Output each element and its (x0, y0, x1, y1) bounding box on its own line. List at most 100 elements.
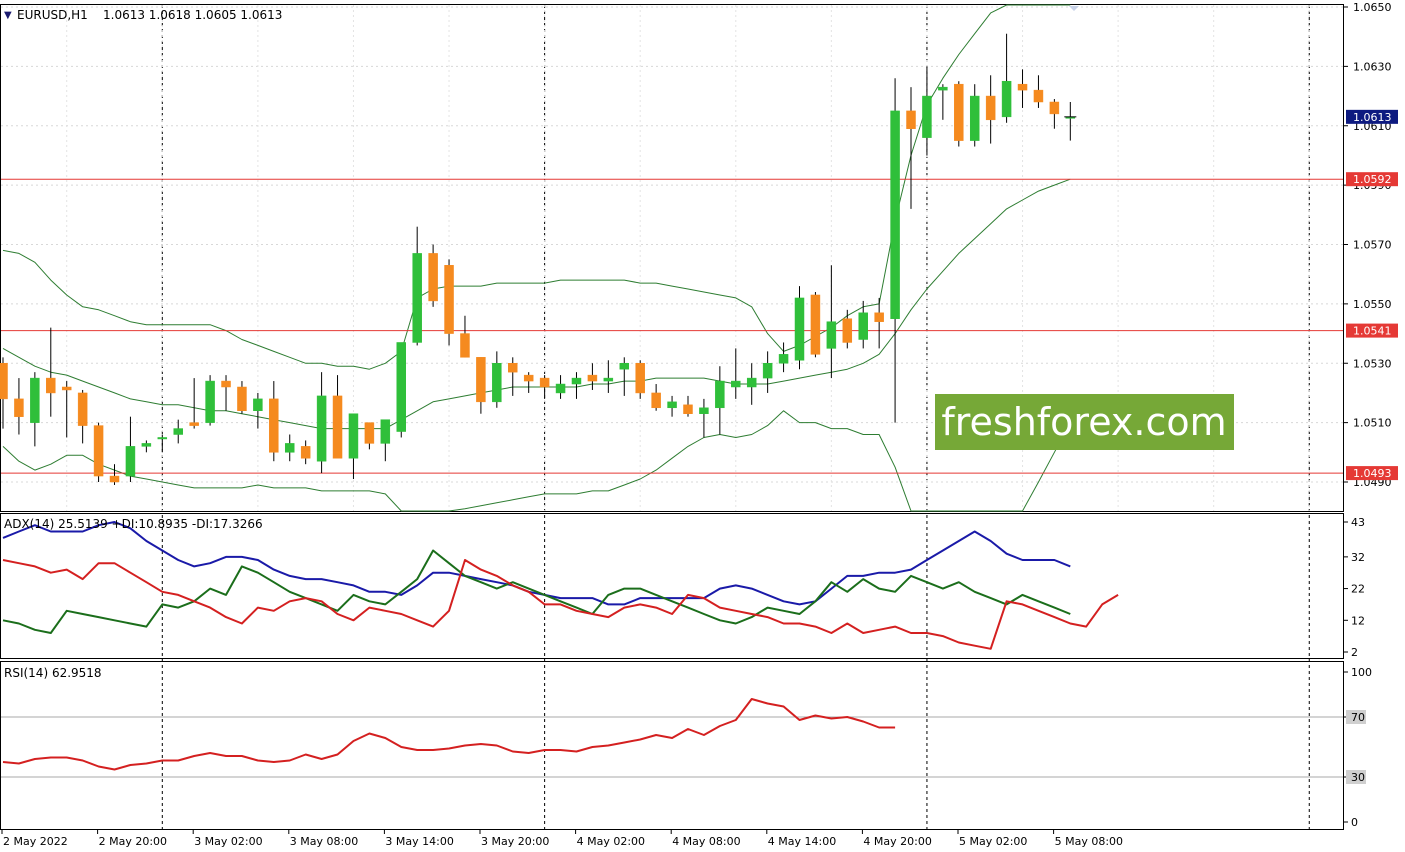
dropdown-arrow-icon[interactable]: ▼ (4, 10, 12, 21)
bear-candle-body (810, 294, 821, 355)
candle-35 (555, 375, 566, 399)
candle-51 (810, 292, 821, 358)
watermark-text: freshforex.com (941, 400, 1226, 444)
time-tick-label: 4 May 20:00 (863, 835, 931, 848)
candle-5 (77, 389, 88, 444)
candle-1 (14, 378, 24, 435)
bear-candle-body (0, 363, 8, 400)
candle-20 (316, 372, 327, 474)
adx-series-di-line (2, 549, 1071, 634)
bollinger-middle-line (2, 178, 1071, 430)
candle-12 (189, 378, 199, 429)
rsi-line (2, 698, 896, 771)
bull-candle-body (938, 86, 948, 91)
candle-48 (762, 351, 773, 393)
bear-candle-body (428, 253, 438, 302)
bear-candle-body (635, 363, 645, 394)
bear-candle-body (77, 392, 88, 426)
candlesticks (0, 33, 1077, 485)
candle-3 (46, 327, 56, 417)
adx-tick-label: 2 (1351, 646, 1358, 659)
bull-candle-body (746, 377, 757, 388)
bull-candle-body (492, 363, 502, 403)
candle-62 (985, 75, 996, 144)
bear-candle-body (269, 398, 279, 453)
candle-4 (61, 381, 72, 438)
price-tick-label: 1.0650 (1353, 1, 1392, 14)
candle-65 (1033, 75, 1044, 108)
watermark: freshforex.com (935, 394, 1234, 450)
rsi-title: RSI(14) 62.9518 (4, 666, 102, 680)
bull-candle-body (380, 419, 391, 444)
bull-candle-body (731, 380, 741, 388)
bull-candle-body (125, 446, 136, 477)
candle-31 (492, 351, 502, 408)
bull-candle-body (667, 401, 677, 409)
bear-candle-body (221, 380, 231, 388)
candle-49 (778, 342, 789, 373)
bear-candle-body (460, 333, 470, 358)
candle-0 (0, 357, 8, 429)
level-label-box (1346, 466, 1398, 481)
bear-candle-body (985, 95, 996, 121)
watermark-background (935, 394, 1234, 450)
rsi-level-label-box (1346, 710, 1366, 724)
adx-tick-label: 43 (1351, 516, 1365, 529)
scroll-indicator-icon (1069, 6, 1079, 11)
candle-63 (1001, 33, 1012, 123)
bear-candle-body (906, 110, 916, 129)
candle-53 (842, 309, 853, 349)
time-tick-label: 3 May 08:00 (290, 835, 358, 848)
price-tick-label: 1.0550 (1353, 298, 1392, 311)
bear-candle-body (1033, 89, 1044, 103)
candle-6 (93, 422, 104, 482)
level-label-text: 1.0541 (1353, 325, 1392, 338)
candle-36 (571, 372, 582, 399)
candle-52 (826, 265, 837, 379)
candle-14 (221, 375, 231, 411)
bear-candle-body (954, 83, 964, 141)
candle-44 (699, 398, 709, 438)
rsi-level-label-box (1346, 770, 1366, 784)
bull-candle-body (619, 363, 630, 370)
candle-13 (205, 375, 215, 426)
bear-candle-body (14, 398, 24, 417)
candle-10 (157, 434, 168, 453)
candle-56 (890, 78, 900, 423)
ohlc-readout: 1.0613 1.0618 1.0605 1.0613 (103, 8, 282, 22)
candle-23 (364, 422, 375, 450)
candle-45 (715, 366, 725, 435)
candle-34 (539, 375, 550, 399)
time-tick-label: 5 May 02:00 (959, 835, 1027, 848)
candle-24 (380, 419, 391, 462)
main-panel-frame (0, 4, 1344, 512)
candle-27 (428, 244, 438, 307)
bear-candle-body (61, 386, 72, 391)
adx-tick-label: 22 (1351, 583, 1365, 596)
bull-candle-body (699, 407, 709, 414)
candle-64 (1017, 69, 1028, 108)
time-tick-label: 3 May 20:00 (481, 835, 549, 848)
candle-30 (476, 357, 486, 414)
bear-candle-body (46, 377, 56, 394)
price-tick-label: 1.0510 (1353, 417, 1392, 430)
candle-18 (284, 434, 295, 462)
candle-55 (874, 297, 884, 349)
bull-candle-body (715, 380, 725, 409)
adx-panel-frame (0, 513, 1344, 659)
bear-candle-body (523, 374, 534, 382)
bull-candle-body (396, 342, 406, 432)
candle-19 (300, 440, 311, 465)
bull-candle-body (412, 253, 422, 343)
support-resistance-levels (1, 178, 1343, 474)
bull-candle-body (284, 443, 295, 453)
candle-66 (1049, 99, 1060, 129)
bull-candle-body (969, 95, 980, 141)
adx-series-adx-line (2, 521, 1071, 606)
bull-candle-body (922, 95, 932, 138)
adx-title: ADX(14) 25.5139 +DI:10.8935 -DI:17.3266 (4, 517, 263, 531)
bull-candle-body (30, 377, 40, 423)
rsi-panel-frame (0, 661, 1344, 830)
candle-61 (969, 84, 980, 147)
